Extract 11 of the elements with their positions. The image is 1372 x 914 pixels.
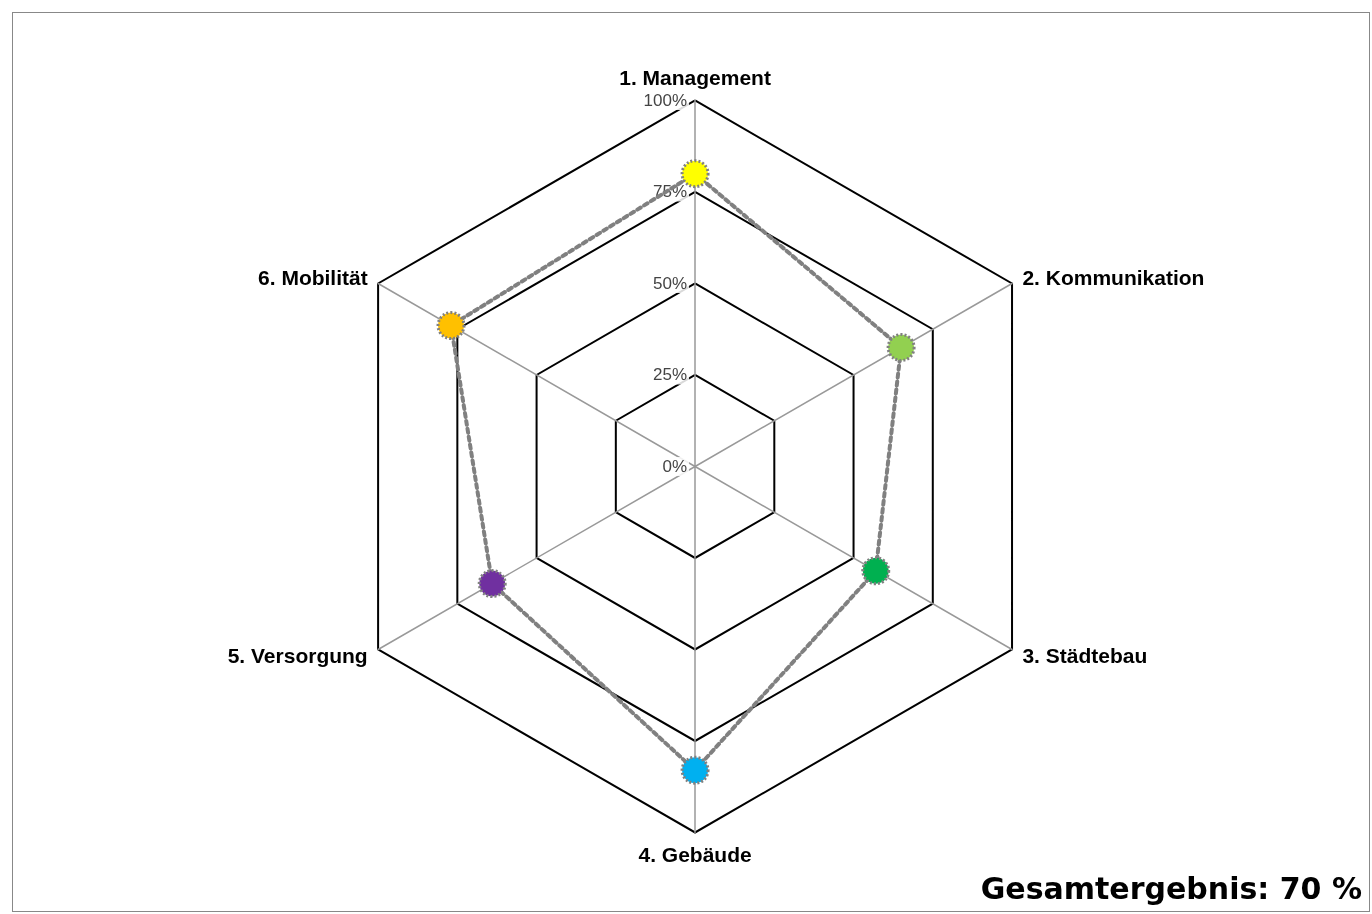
- y-tick-label: 0%: [662, 456, 688, 476]
- y-tick-label: 100%: [643, 90, 688, 110]
- spoke-label: 5. Versorgung: [227, 643, 368, 667]
- spoke-label: 6. Mobilität: [258, 265, 368, 289]
- spoke-label: 2. Kommunikation: [1022, 265, 1205, 289]
- y-tick-label: 50%: [653, 273, 688, 293]
- spoke-label: 3. Städtebau: [1022, 643, 1148, 667]
- y-tick-label: 25%: [653, 365, 688, 385]
- text: Gesamtergebnis: 70 %: [980, 871, 1362, 906]
- spoke-label: 1. Management: [619, 66, 771, 90]
- spoke-label: 4. Gebäude: [638, 843, 752, 867]
